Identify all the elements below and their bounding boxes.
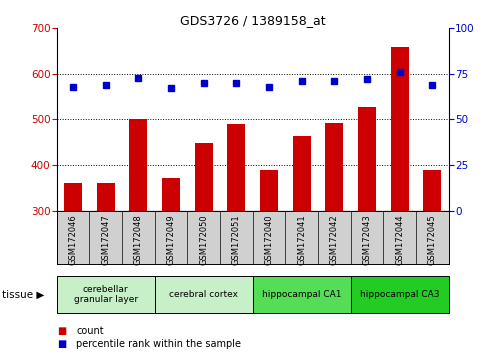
Bar [162, 178, 180, 211]
Bar [227, 124, 246, 211]
Bar [97, 183, 115, 211]
Text: cerebellar
granular layer: cerebellar granular layer [73, 285, 138, 304]
Bar [155, 276, 252, 313]
Text: hippocampal CA1: hippocampal CA1 [262, 290, 342, 299]
Text: GSM172046: GSM172046 [69, 214, 77, 265]
Bar [390, 46, 409, 211]
Text: GSM172043: GSM172043 [362, 214, 372, 265]
Text: GSM172044: GSM172044 [395, 214, 404, 265]
Bar [57, 276, 155, 313]
Text: tissue ▶: tissue ▶ [2, 290, 45, 300]
Text: GSM172050: GSM172050 [199, 214, 208, 265]
Bar [260, 170, 278, 211]
Text: GSM172047: GSM172047 [101, 214, 110, 265]
Text: GSM172045: GSM172045 [428, 214, 437, 265]
Bar [358, 107, 376, 211]
Text: GSM172040: GSM172040 [264, 214, 274, 265]
Text: GSM172051: GSM172051 [232, 214, 241, 265]
Bar [423, 170, 441, 211]
Text: GSM172049: GSM172049 [167, 214, 176, 265]
Text: ■: ■ [57, 339, 66, 349]
Bar [252, 276, 351, 313]
Bar [293, 136, 311, 211]
Text: ■: ■ [57, 326, 66, 336]
Title: GDS3726 / 1389158_at: GDS3726 / 1389158_at [180, 14, 325, 27]
Text: GSM172041: GSM172041 [297, 214, 306, 265]
Text: GSM172042: GSM172042 [330, 214, 339, 265]
Bar [325, 123, 343, 211]
Bar [351, 276, 449, 313]
Text: GSM172048: GSM172048 [134, 214, 143, 265]
Text: count: count [76, 326, 104, 336]
Text: cerebral cortex: cerebral cortex [169, 290, 238, 299]
Bar [129, 120, 147, 211]
Bar [64, 183, 82, 211]
Bar [195, 143, 212, 211]
Text: hippocampal CA3: hippocampal CA3 [360, 290, 439, 299]
Text: percentile rank within the sample: percentile rank within the sample [76, 339, 242, 349]
